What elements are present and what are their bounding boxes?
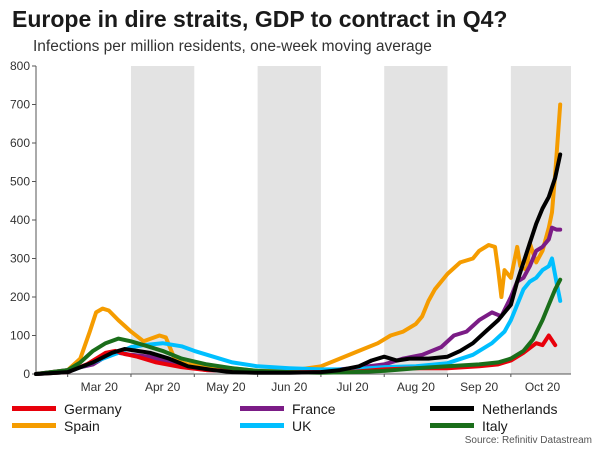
x-tick-label: May 20 xyxy=(206,380,246,394)
legend: Germany Spain France UK Netherlands Italy xyxy=(0,398,600,438)
x-tick-label: Apr 20 xyxy=(145,380,181,394)
legend-swatch xyxy=(12,406,56,411)
shaded-band xyxy=(257,66,321,374)
x-tick-label: Jul 20 xyxy=(337,380,369,394)
x-tick-label: Jun 20 xyxy=(271,380,307,394)
legend-label: Germany xyxy=(64,400,122,417)
source-note: Source: Refinitiv Datastream xyxy=(464,435,592,446)
y-tick-label: 200 xyxy=(10,290,30,304)
legend-swatch xyxy=(430,423,474,428)
y-tick-label: 400 xyxy=(10,213,30,227)
y-tick-label: 600 xyxy=(10,136,30,150)
legend-label: UK xyxy=(292,417,312,434)
legend-item-netherlands: Netherlands xyxy=(430,400,558,417)
y-tick-label: 0 xyxy=(23,367,30,381)
legend-label: Italy xyxy=(482,417,508,434)
x-tick-label: Oct 20 xyxy=(525,380,561,394)
x-tick-label: Mar 20 xyxy=(81,380,119,394)
y-tick-label: 300 xyxy=(10,252,30,266)
legend-swatch xyxy=(12,423,56,428)
legend-swatch xyxy=(240,406,284,411)
legend-swatch xyxy=(240,423,284,428)
series-lines xyxy=(34,102,563,376)
legend-item-france: France xyxy=(240,400,336,417)
legend-swatch xyxy=(430,406,474,411)
y-tick-label: 800 xyxy=(10,59,30,73)
legend-label: Netherlands xyxy=(482,400,558,417)
series-line-netherlands xyxy=(34,152,563,376)
chart-title: Europe in dire straits, GDP to contract … xyxy=(12,6,508,32)
y-tick-label: 500 xyxy=(10,175,30,189)
legend-label: France xyxy=(292,400,336,417)
legend-item-italy: Italy xyxy=(430,417,508,434)
shaded-band xyxy=(130,66,195,374)
chart-subtitle: Infections per million residents, one-we… xyxy=(33,38,432,55)
legend-label: Spain xyxy=(64,417,100,434)
x-tick-label: Aug 20 xyxy=(397,380,435,394)
y-tick-label: 100 xyxy=(10,329,30,343)
legend-item-spain: Spain xyxy=(12,417,100,434)
shaded-band xyxy=(384,66,448,374)
legend-item-uk: UK xyxy=(240,417,311,434)
x-tick-label: Sep 20 xyxy=(460,380,498,394)
legend-item-germany: Germany xyxy=(12,400,122,417)
y-tick-label: 700 xyxy=(10,98,30,112)
